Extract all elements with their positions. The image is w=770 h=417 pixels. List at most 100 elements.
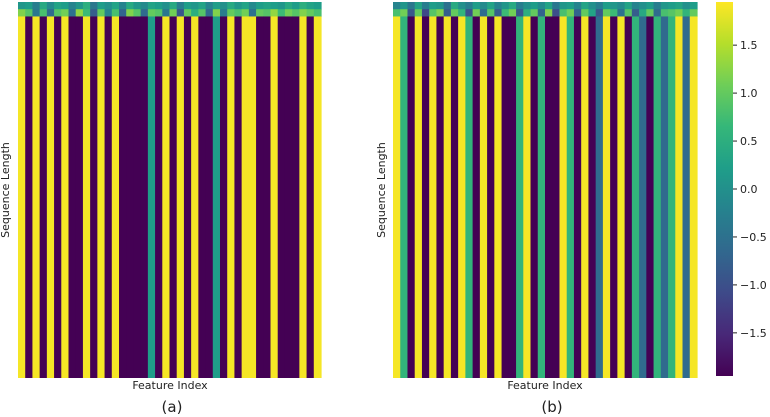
heatmap-column-25 [198, 16, 207, 379]
heatmap-column-35 [270, 16, 279, 379]
heatmap-cell-top-0-12 [104, 2, 113, 10]
heatmap-cell-top-0-31 [241, 2, 250, 10]
heatmap-cell-top-0-25 [573, 2, 582, 10]
heatmap-cell-top-0-10 [465, 2, 474, 10]
heatmap-cell-top-1-11 [472, 9, 481, 18]
heatmap-column-34 [263, 16, 272, 379]
heatmap-column-24 [566, 16, 575, 379]
heatmap-cell-top-1-6 [436, 9, 445, 18]
heatmap-cell-top-0-22 [552, 2, 561, 10]
heatmap-cell-top-1-12 [479, 9, 488, 18]
heatmap-column-25 [573, 16, 582, 379]
heatmap-cell-top-1-35 [646, 9, 655, 18]
heatmap-cell-top-1-37 [284, 9, 293, 18]
heatmap-cell-top-1-11 [97, 9, 106, 18]
heatmap-cell-top-0-24 [566, 2, 575, 10]
heatmap-column-0 [393, 16, 401, 379]
heatmap-cell-top-0-18 [147, 2, 156, 10]
heatmap-column-33 [256, 16, 264, 379]
heatmap-column-10 [90, 16, 98, 379]
heatmap-column-41 [689, 16, 698, 379]
heatmap-column-29 [602, 16, 611, 379]
heatmap-cell-top-0-18 [523, 2, 532, 10]
caption-b: (b) [541, 398, 562, 416]
heatmap-column-20 [162, 16, 171, 379]
heatmap-column-33 [631, 16, 640, 379]
heatmap-column-26 [205, 16, 214, 379]
heatmap-cell-top-0-37 [284, 2, 293, 10]
heatmap-cell-top-1-10 [90, 9, 98, 18]
heatmap-cell-top-1-22 [552, 9, 561, 18]
heatmap-cell-top-1-20 [537, 9, 546, 18]
heatmap-cell-top-1-12 [104, 9, 113, 18]
heatmap-cell-top-0-35 [646, 2, 655, 10]
heatmap-cell-top-0-2 [407, 2, 416, 10]
heatmap-column-35 [646, 16, 655, 379]
heatmap-column-31 [241, 16, 250, 379]
heatmap-cell-top-1-35 [270, 9, 279, 18]
heatmap-a [18, 2, 322, 379]
heatmap-cell-top-1-28 [595, 9, 604, 18]
heatmap-cell-top-0-9 [82, 2, 91, 10]
heatmap-cell-top-1-38 [668, 9, 676, 18]
heatmap-cell-top-1-6 [61, 9, 70, 18]
heatmap-cell-top-0-37 [660, 2, 669, 10]
heatmap-column-16 [508, 16, 517, 379]
heatmap-cell-top-0-2 [32, 2, 41, 10]
heatmap-column-39 [299, 16, 308, 379]
heatmap-column-1 [25, 16, 34, 379]
heatmap-cell-top-1-22 [176, 9, 185, 18]
heatmap-cell-top-1-39 [675, 9, 684, 18]
heatmap-column-8 [75, 16, 84, 379]
heatmap-column-11 [472, 16, 481, 379]
heatmap-cell-top-0-32 [624, 2, 633, 10]
heatmap-cell-top-1-29 [602, 9, 611, 18]
heatmap-column-22 [176, 16, 185, 379]
heatmap-cell-top-0-3 [39, 2, 48, 10]
heatmap-cell-top-0-31 [617, 2, 626, 10]
heatmap-cell-top-1-4 [421, 9, 430, 18]
heatmap-cell-top-0-32 [248, 2, 257, 10]
heatmap-cell-top-0-15 [126, 2, 135, 10]
heatmap-cell-top-1-33 [256, 9, 264, 18]
heatmap-cell-top-1-7 [68, 9, 77, 18]
heatmap-column-20 [537, 16, 546, 379]
heatmap-b-ylabel: Sequence Length [375, 142, 388, 238]
heatmap-cell-top-0-19 [155, 2, 163, 10]
heatmap-cell-top-0-5 [54, 2, 62, 10]
heatmap-cell-top-1-8 [450, 9, 459, 18]
heatmap-cell-top-1-30 [234, 9, 243, 18]
heatmap-column-6 [61, 16, 70, 379]
heatmap-column-7 [443, 16, 452, 379]
heatmap-cell-top-0-40 [682, 2, 691, 10]
heatmap-cell-top-1-29 [227, 9, 236, 18]
heatmap-column-12 [479, 16, 488, 379]
heatmap-cell-top-1-26 [205, 9, 214, 18]
heatmap-cell-top-1-19 [155, 9, 163, 18]
heatmap-a-xlabel: Feature Index [132, 379, 208, 392]
heatmap-cell-top-1-38 [292, 9, 300, 18]
heatmap-cell-top-0-6 [436, 2, 445, 10]
heatmap-cell-top-0-0 [393, 2, 401, 10]
heatmap-cell-top-1-30 [610, 9, 618, 18]
heatmap-cell-top-0-28 [220, 2, 228, 10]
colorbar-tick-label: 0.5 [740, 135, 758, 148]
caption-a: (a) [162, 398, 183, 416]
heatmap-cell-top-1-23 [183, 9, 192, 18]
heatmap-cell-top-0-19 [530, 2, 539, 10]
colorbar-tick-label: 1.5 [740, 39, 758, 52]
heatmap-cell-top-0-26 [205, 2, 214, 10]
heatmap-cell-top-0-4 [46, 2, 55, 10]
heatmap-cell-top-1-25 [573, 9, 582, 18]
heatmap-cell-top-1-32 [248, 9, 257, 18]
heatmap-column-7 [68, 16, 77, 379]
heatmap-column-40 [306, 16, 315, 379]
heatmap-cell-top-0-13 [487, 2, 495, 10]
heatmap-cell-top-1-31 [241, 9, 250, 18]
heatmap-cell-top-0-39 [675, 2, 684, 10]
heatmap-column-24 [191, 16, 199, 379]
heatmap-column-8 [450, 16, 459, 379]
heatmap-column-17 [516, 16, 524, 379]
heatmap-cell-top-1-15 [126, 9, 135, 18]
